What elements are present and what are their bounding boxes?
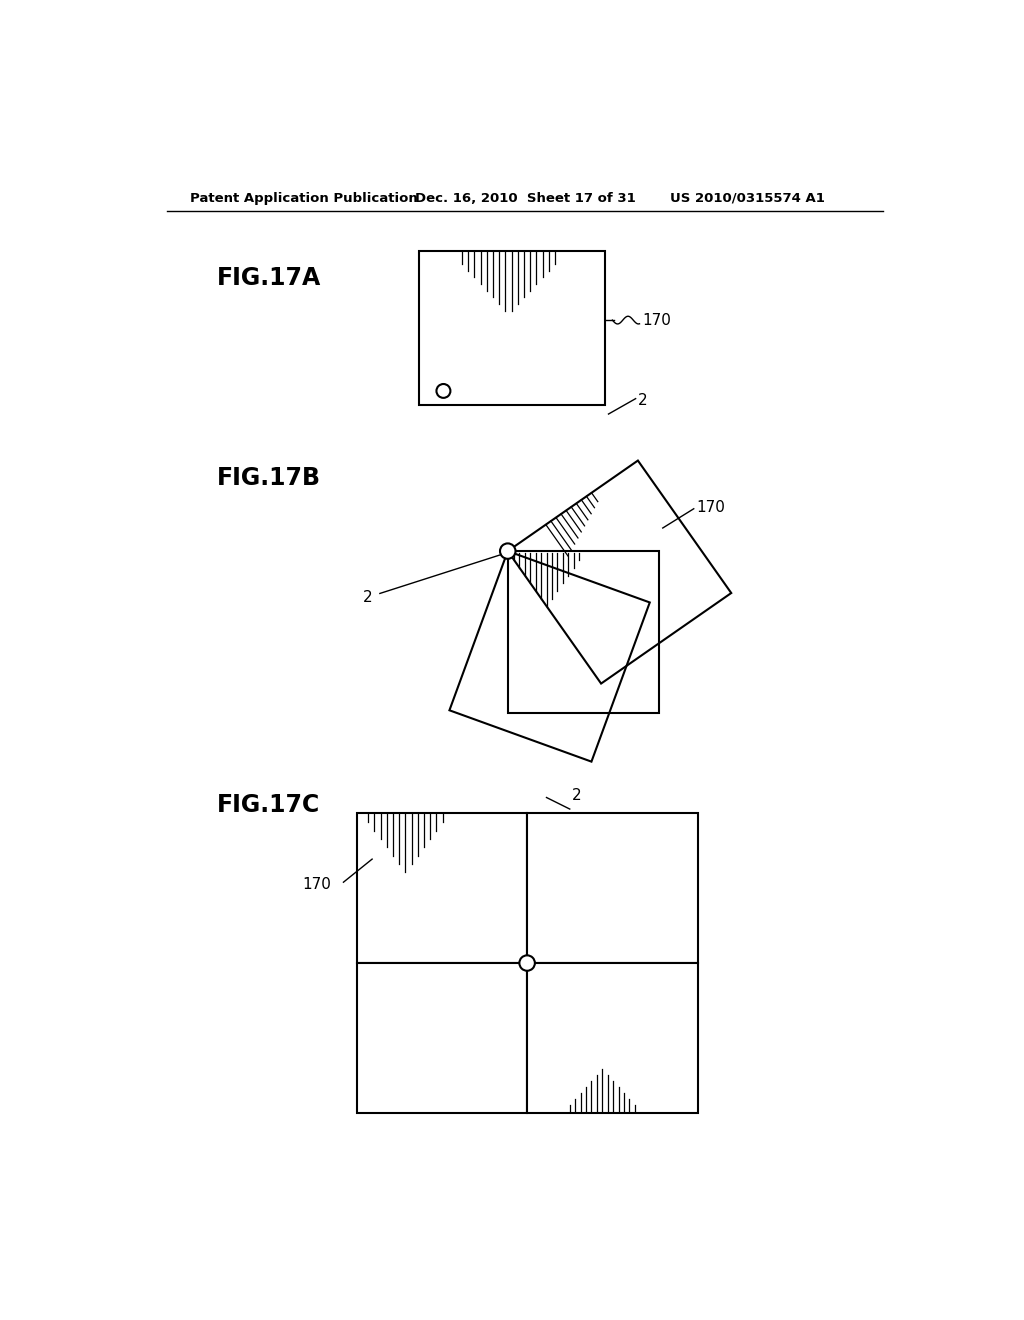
Bar	[527, 813, 697, 964]
Bar	[419, 251, 604, 405]
Text: 2: 2	[638, 392, 647, 408]
Bar	[356, 964, 527, 1113]
Circle shape	[436, 384, 451, 397]
Text: 170: 170	[696, 500, 725, 515]
Text: FIG.17B: FIG.17B	[217, 466, 322, 490]
Text: US 2010/0315574 A1: US 2010/0315574 A1	[671, 191, 825, 205]
Text: 170: 170	[643, 313, 672, 327]
Circle shape	[519, 956, 535, 970]
Circle shape	[500, 544, 515, 558]
Bar	[527, 964, 697, 1113]
Text: 2: 2	[362, 590, 373, 605]
Bar	[356, 813, 527, 964]
Text: 170: 170	[302, 876, 331, 892]
Text: FIG.17C: FIG.17C	[217, 793, 321, 817]
Text: Dec. 16, 2010  Sheet 17 of 31: Dec. 16, 2010 Sheet 17 of 31	[415, 191, 636, 205]
Text: FIG.17A: FIG.17A	[217, 265, 322, 290]
Text: 2: 2	[572, 788, 582, 803]
Text: Patent Application Publication: Patent Application Publication	[190, 191, 418, 205]
